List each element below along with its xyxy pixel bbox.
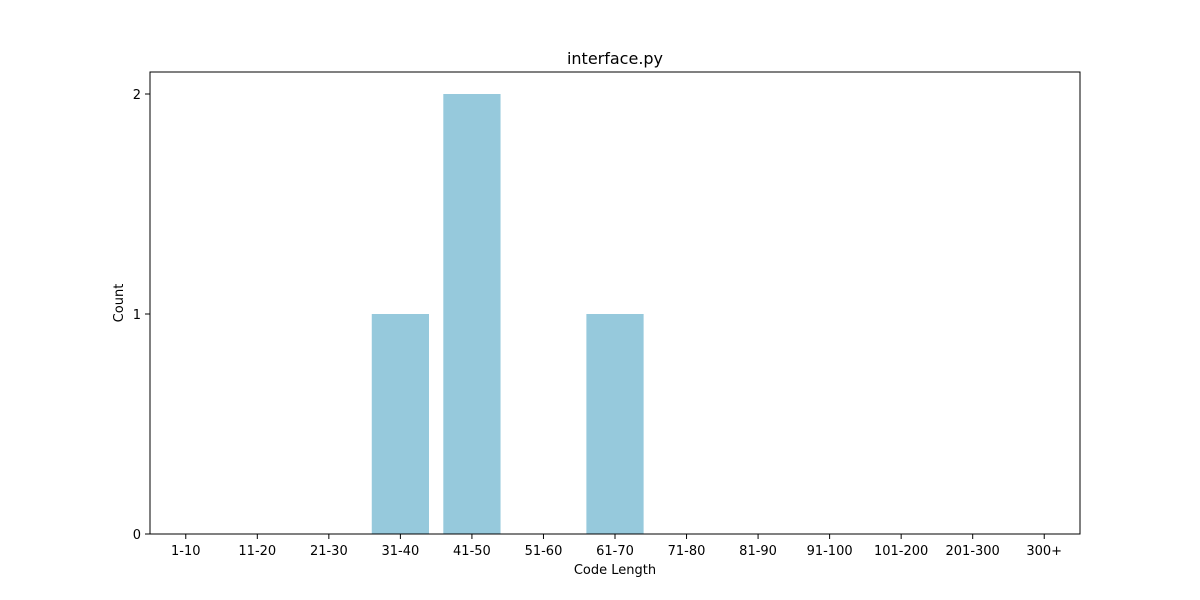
x-tick-label: 300+ [1026,544,1062,559]
bars-group [371,94,644,534]
x-tick-label: 1-10 [171,544,201,559]
y-axis-label: Count [112,284,127,323]
x-tick-label: 201-300 [946,544,1000,559]
y-tick-label: 0 [133,528,141,543]
y-tick-label: 1 [133,308,141,323]
x-tick-label: 91-100 [807,544,853,559]
x-tick-label: 41-50 [453,544,491,559]
x-axis-label: Code Length [574,563,656,578]
bar-41-50 [443,94,501,534]
x-tick-label: 51-60 [525,544,563,559]
x-tick-label: 21-30 [310,544,348,559]
y-tick-label: 2 [133,88,141,103]
x-tick-label: 81-90 [739,544,777,559]
chart-title: interface.py [567,49,663,68]
x-tick-label: 61-70 [596,544,634,559]
x-tick-label: 101-200 [874,544,928,559]
x-axis-ticks: 1-10 11-20 21-30 31-40 41-50 51-60 61-70 71-80 8… [171,534,1062,559]
x-tick-label: 11-20 [238,544,276,559]
bar-31-40 [371,314,429,534]
y-axis-ticks: 0 1 2 [133,88,150,543]
x-tick-label: 71-80 [668,544,706,559]
bar-61-70 [586,314,644,534]
x-tick-label: 31-40 [381,544,419,559]
